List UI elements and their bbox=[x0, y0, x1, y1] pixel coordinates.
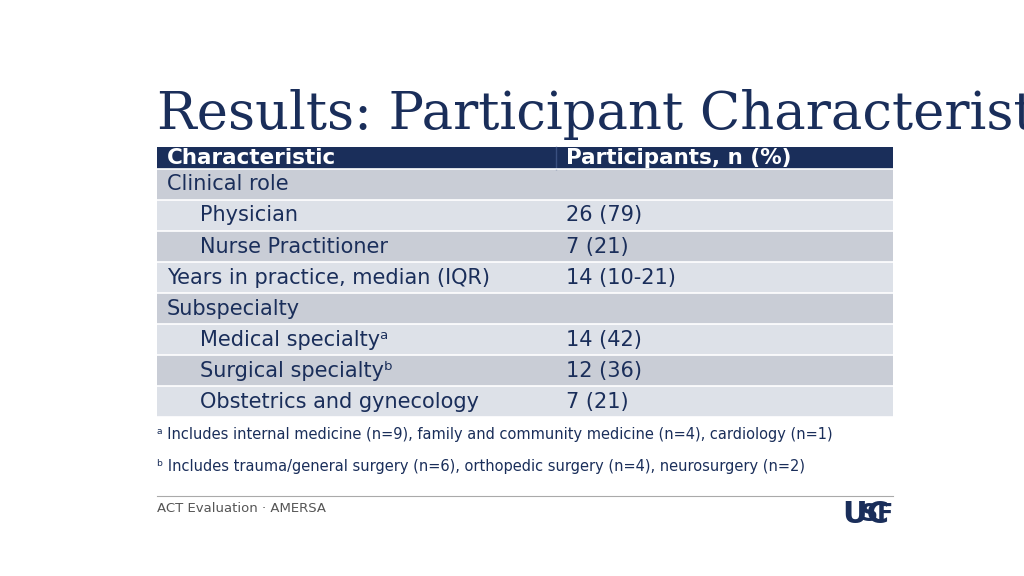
Text: Subspecialty: Subspecialty bbox=[167, 298, 300, 319]
Bar bbox=[157, 169, 893, 200]
Text: Physician: Physician bbox=[201, 206, 298, 225]
Text: 14 (10-21): 14 (10-21) bbox=[566, 268, 676, 287]
Text: Results: Participant Characteristics (n=33): Results: Participant Characteristics (n=… bbox=[157, 89, 1024, 140]
Text: Nurse Practitioner: Nurse Practitioner bbox=[201, 237, 388, 256]
Text: Characteristic: Characteristic bbox=[167, 148, 336, 168]
Text: SF: SF bbox=[860, 502, 894, 526]
Text: 7 (21): 7 (21) bbox=[566, 237, 629, 256]
Text: ᵇ Includes trauma/general surgery (n=6), orthopedic surgery (n=4), neurosurgery : ᵇ Includes trauma/general surgery (n=6),… bbox=[157, 459, 805, 474]
Text: 26 (79): 26 (79) bbox=[566, 206, 642, 225]
Bar bbox=[157, 231, 893, 262]
Text: Obstetrics and gynecology: Obstetrics and gynecology bbox=[201, 392, 479, 412]
Text: Surgical specialtyᵇ: Surgical specialtyᵇ bbox=[201, 361, 393, 381]
Bar bbox=[157, 200, 893, 231]
Bar bbox=[157, 355, 893, 386]
Text: Participants, n (%): Participants, n (%) bbox=[566, 148, 792, 168]
Bar bbox=[157, 147, 893, 169]
Bar bbox=[157, 386, 893, 417]
Text: 12 (36): 12 (36) bbox=[566, 361, 642, 381]
Text: Medical specialtyᵃ: Medical specialtyᵃ bbox=[201, 329, 388, 350]
Text: ᵃ Includes internal medicine (n=9), family and community medicine (n=4), cardiol: ᵃ Includes internal medicine (n=9), fami… bbox=[157, 427, 833, 442]
Text: UC: UC bbox=[842, 500, 889, 529]
Text: Years in practice, median (IQR): Years in practice, median (IQR) bbox=[167, 268, 489, 287]
Bar bbox=[157, 262, 893, 293]
Bar bbox=[157, 293, 893, 324]
Bar bbox=[157, 324, 893, 355]
Text: 14 (42): 14 (42) bbox=[566, 329, 642, 350]
Text: ACT Evaluation · AMERSA: ACT Evaluation · AMERSA bbox=[157, 502, 326, 516]
Text: 7 (21): 7 (21) bbox=[566, 392, 629, 412]
Text: Clinical role: Clinical role bbox=[167, 175, 289, 195]
